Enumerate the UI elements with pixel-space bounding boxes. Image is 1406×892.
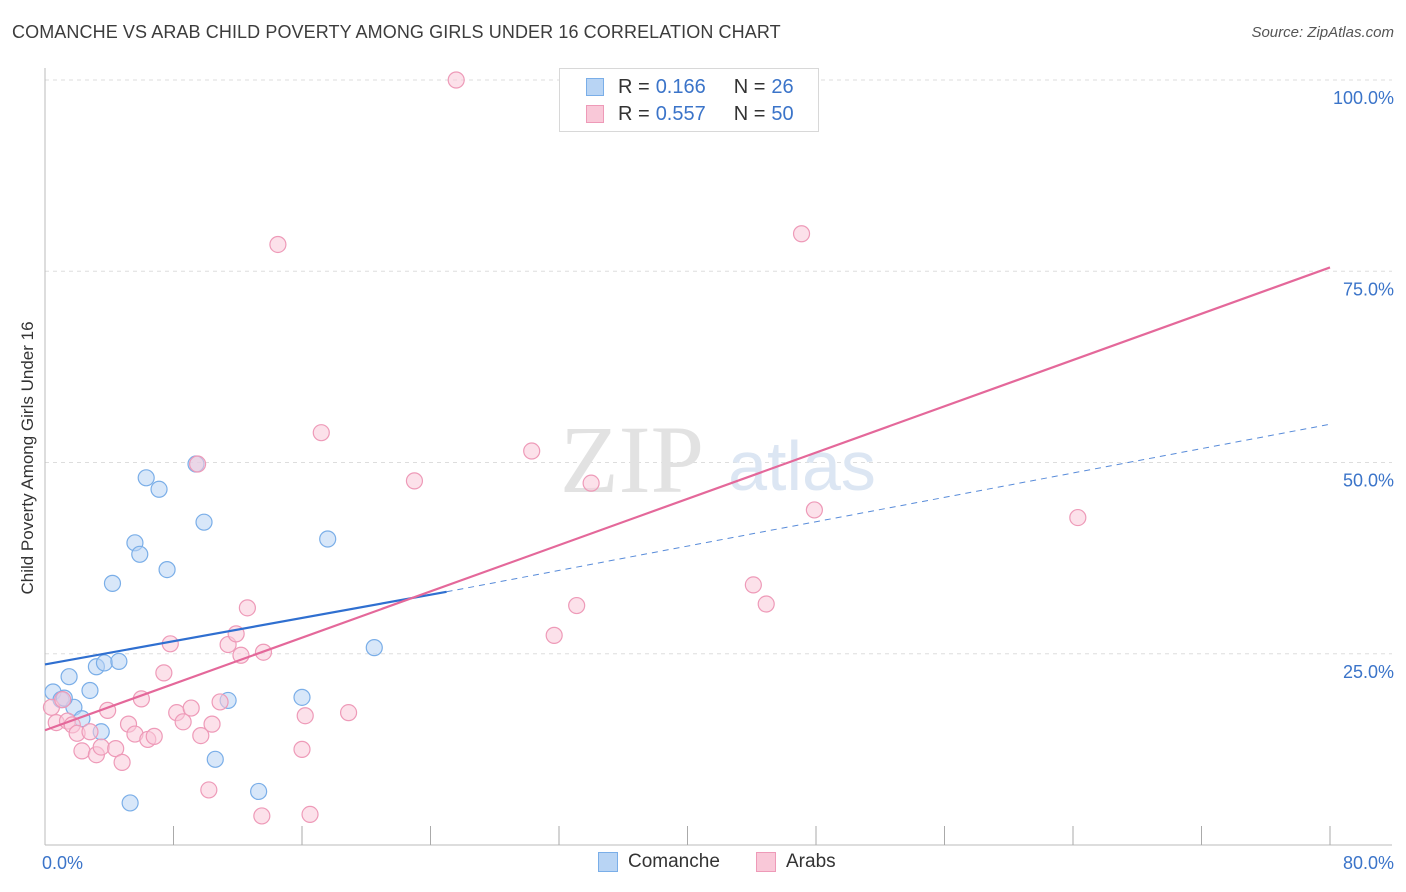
legend-item-arabs: Arabs xyxy=(756,851,836,873)
chart-title: COMANCHE VS ARAB CHILD POVERTY AMONG GIR… xyxy=(12,22,781,42)
gridlines xyxy=(45,79,1392,655)
arabs-point xyxy=(155,664,173,682)
arabs-point xyxy=(296,707,314,725)
watermark: ZIP atlas xyxy=(560,406,876,513)
arabs-point xyxy=(211,693,229,711)
r-value: 0.557 xyxy=(655,102,706,125)
arabs-point xyxy=(92,738,110,756)
arabs-point xyxy=(188,455,207,473)
arabs-point xyxy=(174,713,192,731)
y-tick-label: 75.0% xyxy=(1343,279,1394,299)
comanche-point xyxy=(110,652,128,671)
arabs-point xyxy=(792,225,811,243)
comanche-point xyxy=(293,688,311,706)
comanche-point xyxy=(95,654,114,672)
comanche-point xyxy=(365,639,383,657)
comanche-point xyxy=(131,545,149,563)
arabs-point xyxy=(192,727,210,745)
arabs-point xyxy=(253,807,271,825)
arabs-point xyxy=(523,442,541,460)
arabs-point xyxy=(757,595,775,613)
arabs-point xyxy=(1069,508,1087,527)
arabs-point xyxy=(107,740,125,758)
arabs-point xyxy=(200,781,218,799)
arabs-point xyxy=(582,474,600,492)
arabs-point xyxy=(203,715,221,733)
y-tick-label: 25.0% xyxy=(1343,662,1394,682)
comanche-legend-label: Comanche xyxy=(628,851,720,872)
legend-row-arabs: R = 0.557 N = 50 xyxy=(586,102,794,126)
comanche-point xyxy=(121,794,139,812)
n-label: N = xyxy=(733,102,766,125)
comanche-trend-extension xyxy=(446,423,1331,593)
arabs-point xyxy=(405,472,424,490)
arabs-point xyxy=(568,596,586,615)
r-label: R = xyxy=(618,75,650,98)
arabs-point xyxy=(113,753,131,771)
arabs-point xyxy=(269,235,287,254)
legend-row-comanche: R = 0.166 N = 26 xyxy=(586,75,794,99)
n-value: 50 xyxy=(771,102,794,125)
arabs-point xyxy=(339,704,358,722)
comanche-point xyxy=(195,513,213,531)
comanche-point xyxy=(103,574,122,592)
comanche-swatch xyxy=(586,78,604,96)
arabs-point xyxy=(293,740,311,758)
arabs-point xyxy=(182,699,200,717)
arabs-legend-label: Arabs xyxy=(786,851,836,872)
x-tick-label: 80.0% xyxy=(1343,853,1394,873)
y-tick-label: 100.0% xyxy=(1333,88,1394,108)
arabs-point xyxy=(312,424,330,442)
r-label: R = xyxy=(618,102,650,125)
source-credit: Source: ZipAtlas.com xyxy=(1251,24,1394,41)
arabs-legend-swatch xyxy=(756,852,776,872)
y-axis-label: Child Poverty Among Girls Under 16 xyxy=(18,321,37,595)
arabs-point xyxy=(545,626,563,644)
trend-lines xyxy=(44,266,1331,732)
tick-labels: 25.0% 50.0% 75.0% 100.0% 0.0% 80.0% xyxy=(42,88,1394,873)
comanche-point xyxy=(150,480,168,498)
arabs-points xyxy=(42,71,1087,825)
comanche-point xyxy=(158,560,176,579)
arabs-point xyxy=(54,691,72,709)
n-value: 26 xyxy=(771,75,794,98)
comanche-point xyxy=(60,668,78,686)
comanche-point xyxy=(319,530,337,548)
n-label: N = xyxy=(733,75,766,98)
r-value: 0.166 xyxy=(655,75,706,98)
comanche-point xyxy=(250,782,268,801)
y-tick-label: 50.0% xyxy=(1343,471,1394,491)
comanche-point xyxy=(137,469,155,487)
arabs-point xyxy=(744,576,762,594)
arabs-point xyxy=(73,742,91,760)
axes xyxy=(44,68,1392,846)
x-tick-label: 0.0% xyxy=(42,853,83,873)
arabs-point xyxy=(301,805,319,824)
arabs-point xyxy=(447,71,465,89)
watermark-zip: ZIP xyxy=(560,406,704,513)
arabs-point xyxy=(805,501,823,519)
comanche-legend-swatch xyxy=(598,852,618,872)
comanche-point xyxy=(81,681,99,700)
comanche-trend-line xyxy=(44,590,447,666)
arabs-swatch xyxy=(586,105,604,123)
correlation-legend: R = 0.166 N = 26 R = 0.557 N = 50 xyxy=(559,68,819,132)
legend-item-comanche: Comanche xyxy=(598,851,720,873)
arabs-point xyxy=(145,727,163,745)
arabs-trend-line xyxy=(44,266,1331,732)
arabs-point xyxy=(81,723,99,741)
comanche-point xyxy=(206,750,224,768)
arabs-point xyxy=(238,599,256,617)
